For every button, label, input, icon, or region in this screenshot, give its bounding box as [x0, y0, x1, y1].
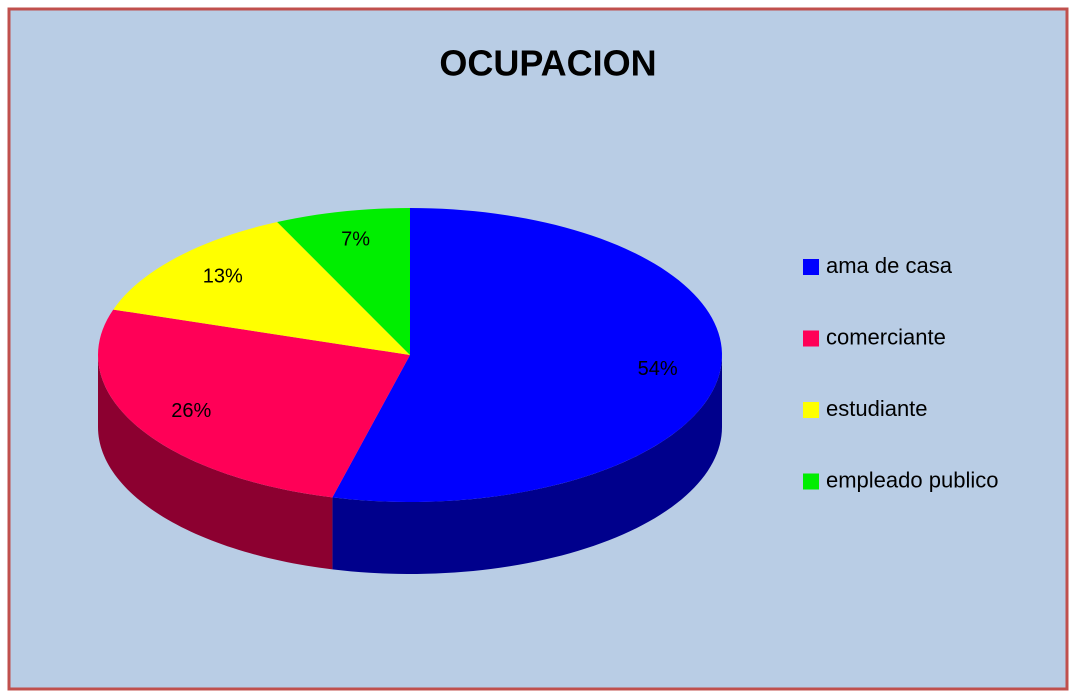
slice	[113, 221, 410, 355]
data-label: 54%	[638, 358, 678, 380]
legend: ama de casa comerciante estudiante empleado…	[803, 253, 998, 492]
legend-label: estudiante	[826, 396, 928, 421]
legend-label: comerciante	[826, 324, 946, 349]
legend-swatch	[803, 259, 819, 275]
slice	[277, 208, 410, 355]
legend-label: ama de casa	[826, 253, 953, 278]
chart-title: OCUPACION	[439, 43, 656, 84]
legend-swatch	[803, 402, 819, 418]
slice-side	[98, 355, 333, 570]
slice	[332, 208, 722, 502]
slice-side	[332, 355, 722, 574]
legend-swatch	[803, 330, 819, 347]
pie: 54% 26% 13% 7%	[98, 208, 722, 574]
legend-label: empleado publico	[826, 467, 998, 492]
data-label: 26%	[171, 400, 211, 422]
slice	[98, 309, 411, 498]
data-label: 13%	[203, 266, 243, 288]
legend-swatch	[803, 473, 819, 490]
data-label: 7%	[341, 229, 370, 251]
